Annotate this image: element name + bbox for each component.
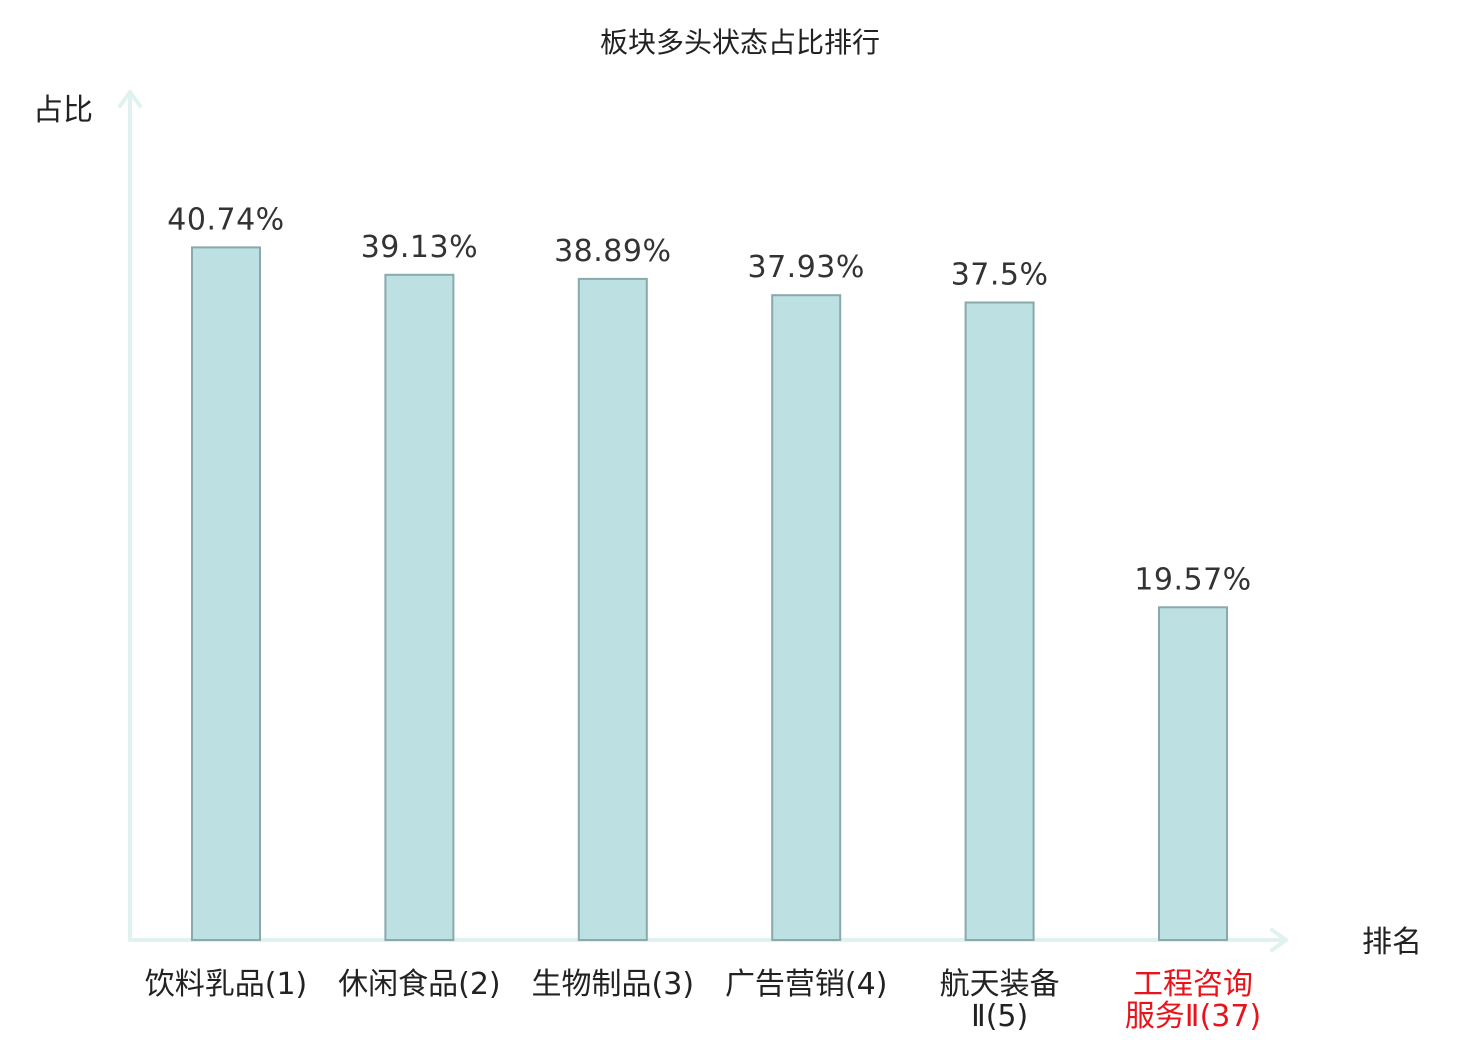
chart-title: 板块多头状态占比排行 [600, 26, 880, 59]
category-label-5-line-1: 航天装备 [940, 967, 1060, 1002]
y-axis-arrow [118, 90, 142, 108]
category-label-4: 广告营销(4) [725, 967, 888, 1002]
category-label-2: 休闲食品(2) [338, 967, 501, 1002]
x-axis-arrow [1270, 928, 1288, 952]
category-label-6-line-1: 工程咨询 [1133, 967, 1253, 1002]
value-label-2: 39.13% [361, 230, 478, 265]
category-label-3: 生物制品(3) [532, 967, 695, 1002]
value-labels: 40.74% 39.13% 38.89% 37.93% 37.5% 19.57% [167, 202, 1251, 597]
bar-1 [191, 246, 261, 941]
value-label-1: 40.74% [167, 202, 284, 237]
y-axis-label: 占比 [33, 93, 93, 128]
bar-5 [964, 301, 1035, 941]
category-label-1: 饮料乳品(1) [145, 967, 308, 1002]
value-label-6: 19.57% [1134, 562, 1251, 597]
bar-3 [577, 277, 648, 941]
axes [118, 90, 1288, 952]
value-label-3: 38.89% [554, 234, 671, 269]
x-axis-label: 排名 [1362, 925, 1422, 960]
bars [191, 246, 1228, 941]
value-label-4: 37.93% [748, 250, 865, 285]
value-label-5: 37.5% [951, 258, 1049, 293]
bar-2 [384, 273, 455, 941]
category-label-5-line-2: Ⅱ(5) [971, 999, 1028, 1034]
category-label-6-line-2: 服务Ⅱ(37) [1125, 999, 1261, 1034]
bar-6 [1158, 606, 1228, 941]
bar-4 [771, 294, 842, 941]
